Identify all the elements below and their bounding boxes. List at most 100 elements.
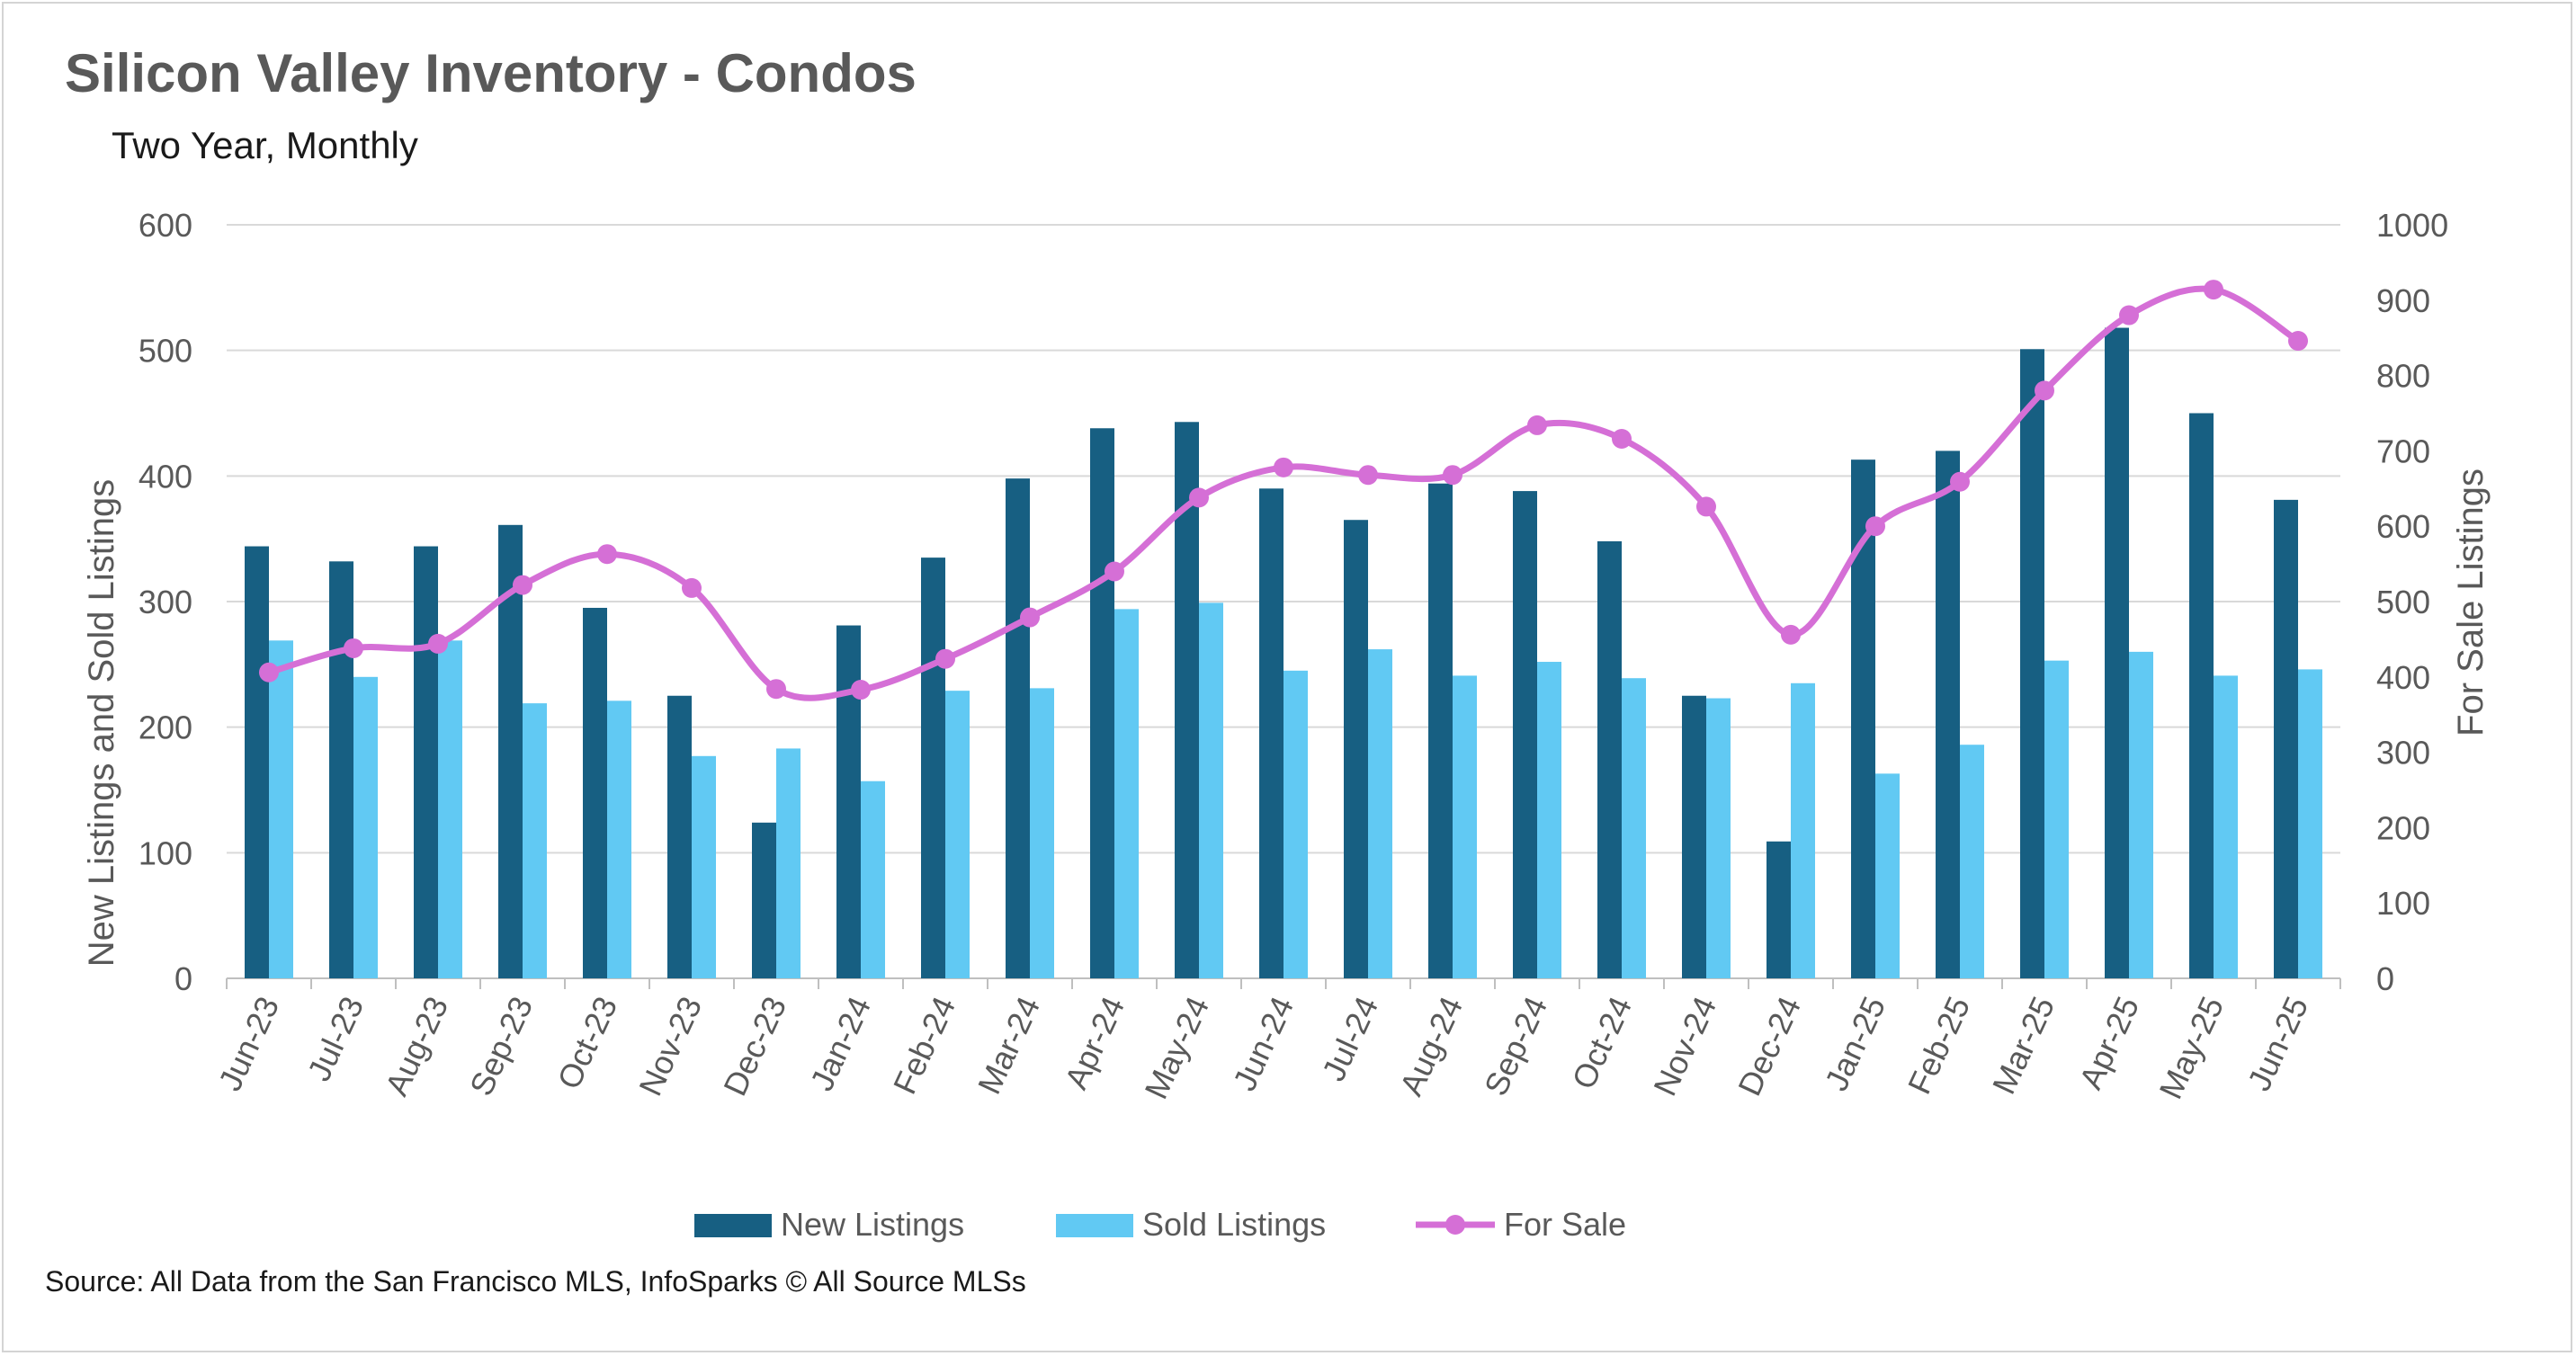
right-tick-label: 0 bbox=[2376, 960, 2394, 997]
x-tick-label: Apr-24 bbox=[1057, 991, 1131, 1094]
x-tick-label: Mar-25 bbox=[1985, 991, 2062, 1100]
x-tick-label: Nov-23 bbox=[631, 991, 709, 1102]
right-tick-label: 400 bbox=[2376, 659, 2430, 696]
bar-new-listings bbox=[752, 822, 776, 978]
left-tick-label: 100 bbox=[139, 834, 192, 871]
bar-new-listings bbox=[583, 607, 607, 978]
x-tick-label: Jun-24 bbox=[1226, 991, 1301, 1096]
legend-label-for-sale: For Sale bbox=[1504, 1206, 1626, 1243]
for-sale-marker bbox=[1781, 624, 1801, 645]
bar-sold-listings bbox=[1199, 602, 1223, 978]
bar-sold-listings bbox=[2129, 651, 2153, 978]
bar-sold-listings bbox=[692, 755, 716, 978]
x-tick-label: Oct-24 bbox=[1564, 991, 1639, 1094]
for-sale-marker bbox=[513, 575, 532, 595]
x-tick-label: Oct-23 bbox=[550, 991, 624, 1094]
left-tick-label: 300 bbox=[139, 584, 192, 620]
for-sale-marker bbox=[1865, 516, 1885, 537]
left-tick-label: 500 bbox=[139, 333, 192, 370]
x-axis-ticks: Jun-23 Jul-23 Aug-23 Sep-23 Oct-23 Nov-23 Dec-… bbox=[211, 991, 2316, 1104]
source-note: Source: All Data from the San Francisco … bbox=[45, 1265, 1026, 1298]
for-sale-marker bbox=[851, 680, 871, 700]
right-tick-label: 200 bbox=[2376, 809, 2430, 846]
bar-sold-listings bbox=[1791, 682, 1815, 978]
right-axis-ticks: 0 100 200 300 400 500 600 700 800 900 1000 bbox=[2376, 207, 2448, 997]
for-sale-marker bbox=[1358, 465, 1378, 486]
x-tick-label: Jun-23 bbox=[211, 991, 287, 1096]
left-tick-label: 200 bbox=[139, 709, 192, 746]
gridlines bbox=[226, 224, 2341, 989]
bar-sold-listings bbox=[2044, 660, 2069, 978]
bar-sold-listings bbox=[2298, 669, 2322, 978]
right-axis-title: For Sale Listings bbox=[2451, 468, 2491, 736]
bar-sold-listings bbox=[1706, 698, 1731, 978]
left-tick-label: 600 bbox=[139, 207, 192, 244]
chart-title: Silicon Valley Inventory - Condos bbox=[65, 43, 917, 103]
for-sale-line-series bbox=[259, 280, 2308, 701]
x-tick-label: Sep-24 bbox=[1477, 991, 1554, 1102]
bar-sold-listings bbox=[861, 781, 885, 978]
bar-new-listings bbox=[1767, 841, 1791, 978]
right-tick-label: 900 bbox=[2376, 282, 2430, 319]
x-tick-label: Jan-24 bbox=[803, 991, 879, 1096]
legend-label-new-listings: New Listings bbox=[781, 1206, 964, 1243]
bar-new-listings bbox=[1006, 478, 1030, 978]
for-sale-marker bbox=[1274, 457, 1293, 477]
bar-sold-listings bbox=[2214, 675, 2238, 978]
bar-new-listings bbox=[836, 625, 861, 978]
bar-sold-listings bbox=[523, 703, 547, 978]
x-tick-label: Aug-24 bbox=[1392, 991, 1470, 1102]
right-tick-label: 700 bbox=[2376, 433, 2430, 469]
bar-sold-listings bbox=[945, 691, 970, 978]
for-sale-marker bbox=[259, 662, 279, 682]
bar-sold-listings bbox=[269, 640, 293, 978]
for-sale-marker bbox=[1105, 561, 1124, 582]
bar-sold-listings bbox=[1284, 670, 1308, 978]
chart-subtitle: Two Year, Monthly bbox=[112, 124, 418, 166]
bar-new-listings bbox=[2274, 499, 2298, 978]
x-tick-label: Feb-24 bbox=[886, 991, 962, 1100]
bar-sold-listings bbox=[1960, 745, 1984, 978]
for-sale-marker bbox=[344, 638, 363, 658]
x-tick-label: May-25 bbox=[2151, 991, 2231, 1104]
left-axis-ticks: 0 100 200 300 400 500 600 bbox=[139, 207, 192, 997]
for-sale-marker bbox=[682, 577, 702, 598]
left-tick-label: 400 bbox=[139, 458, 192, 495]
bar-new-listings bbox=[1682, 695, 1706, 978]
bar-new-listings bbox=[2105, 327, 2129, 978]
x-tick-label: Sep-23 bbox=[462, 991, 540, 1102]
bar-new-listings bbox=[1597, 540, 1622, 978]
bar-sold-listings bbox=[1537, 662, 1561, 978]
for-sale-marker bbox=[1612, 428, 1632, 449]
bar-new-listings bbox=[1851, 459, 1875, 979]
bar-new-listings bbox=[2189, 413, 2214, 978]
bar-sold-listings bbox=[1453, 675, 1477, 978]
right-tick-label: 100 bbox=[2376, 885, 2430, 922]
for-sale-marker bbox=[1020, 607, 1040, 628]
x-tick-label: Feb-25 bbox=[1901, 991, 1977, 1100]
bar-sold-listings bbox=[353, 676, 378, 978]
bar-sold-listings bbox=[607, 700, 631, 978]
bar-sold-listings bbox=[438, 640, 462, 978]
bar-new-listings bbox=[2020, 349, 2044, 978]
x-tick-label: Jul-23 bbox=[300, 991, 371, 1086]
x-tick-label: Aug-23 bbox=[378, 991, 455, 1102]
bar-new-listings bbox=[414, 546, 438, 978]
bar-new-listings bbox=[1428, 483, 1453, 978]
legend-marker-for-sale bbox=[1445, 1215, 1465, 1235]
x-tick-label: Nov-24 bbox=[1646, 991, 1723, 1102]
for-sale-marker bbox=[1443, 465, 1462, 486]
bar-sold-listings bbox=[776, 748, 801, 978]
bar-new-listings bbox=[329, 561, 353, 978]
for-sale-marker bbox=[935, 648, 955, 669]
for-sale-marker bbox=[1950, 471, 1970, 492]
for-sale-marker bbox=[2119, 305, 2139, 326]
bars bbox=[245, 327, 2322, 979]
bar-sold-listings bbox=[1622, 678, 1646, 978]
x-tick-label: Dec-23 bbox=[716, 991, 793, 1102]
bar-new-listings bbox=[921, 558, 945, 978]
for-sale-marker bbox=[597, 544, 617, 565]
bar-new-listings bbox=[1259, 488, 1284, 978]
bar-sold-listings bbox=[1875, 773, 1900, 978]
